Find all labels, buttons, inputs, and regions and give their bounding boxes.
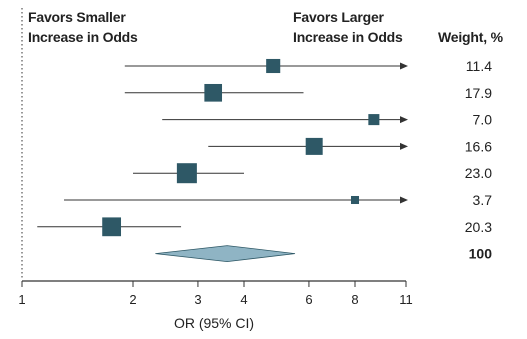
point-estimate-square <box>305 137 323 155</box>
point-estimate-square <box>266 58 281 74</box>
pooled-estimate: 100 <box>155 245 493 263</box>
point-estimate-square <box>176 163 197 184</box>
study-rows: 11.4 17.9 7.0 16.6 23.0 3.7 20.3 <box>37 58 493 237</box>
weight-label: 11.4 <box>466 58 492 74</box>
weight-label: 20.3 <box>465 219 492 235</box>
weight-header: Weight, % <box>438 29 504 45</box>
right-header-line-1: Favors Larger <box>293 9 385 25</box>
point-estimate-square <box>368 114 380 126</box>
weight-label: 16.6 <box>465 138 492 154</box>
x-axis-ticks: 1 2 3 4 6 8 11 <box>18 281 413 307</box>
x-tick-label: 1 <box>18 292 25 307</box>
weight-label: 3.7 <box>473 192 493 208</box>
ci-arrow <box>400 62 408 70</box>
ci-arrow <box>400 116 408 124</box>
x-tick-label: 4 <box>240 292 247 307</box>
left-header-line-2: Increase in Odds <box>28 29 138 45</box>
ci-arrow <box>400 196 408 204</box>
x-tick-label: 11 <box>399 292 413 307</box>
x-tick-label: 3 <box>194 292 201 307</box>
ci-arrow <box>400 142 408 150</box>
x-tick-label: 2 <box>129 292 136 307</box>
left-header-line-1: Favors Smaller <box>28 9 126 25</box>
x-tick-label: 8 <box>351 292 358 307</box>
point-estimate-square <box>102 217 122 237</box>
point-estimate-square <box>350 195 360 205</box>
x-axis-label: OR (95% CI) <box>174 315 254 331</box>
weight-label: 23.0 <box>465 165 492 181</box>
weight-label: 17.9 <box>465 85 492 101</box>
point-estimate-square <box>204 83 223 102</box>
total-weight-label: 100 <box>469 246 493 262</box>
x-tick-label: 6 <box>305 292 312 307</box>
weight-label: 7.0 <box>473 112 493 128</box>
right-header-line-2: Increase in Odds <box>293 29 403 45</box>
pooled-diamond <box>155 245 296 263</box>
